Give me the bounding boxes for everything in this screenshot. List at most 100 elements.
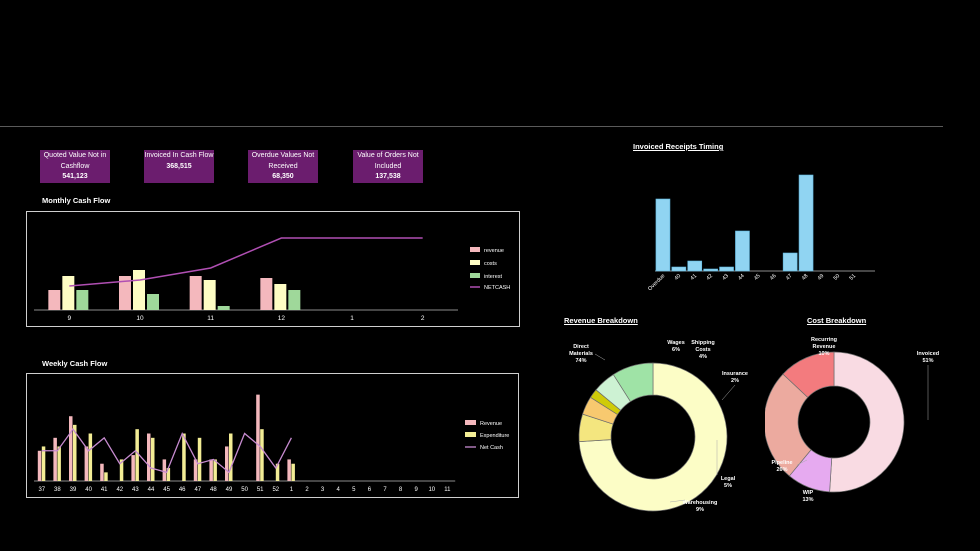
slice-wip (782, 351, 835, 398)
bar-revenue (193, 459, 198, 481)
slice-label: Revenue (813, 344, 836, 350)
slice-value-label: 6% (672, 347, 680, 353)
leader-line (796, 459, 808, 466)
slice-label: Recurring (811, 337, 837, 343)
bar-revenue (119, 276, 131, 310)
bar-expenditure (88, 433, 93, 481)
bar-revenue (162, 459, 167, 481)
kpi-label: Invoiced In Cash Flow (144, 152, 214, 159)
line-netcash (69, 237, 423, 287)
cost-chart-title: Cost Breakdown (807, 316, 867, 325)
x-tick-label: 49 (226, 487, 233, 493)
x-tick-label: 6 (368, 487, 372, 493)
bar-expenditure (260, 429, 264, 481)
slice-value-label: 9% (696, 507, 704, 513)
slice-value-label: 13% (802, 497, 813, 503)
slice-label: Warehousing (683, 500, 718, 506)
x-tick-label: 1 (290, 487, 294, 493)
legend-swatch (470, 260, 480, 265)
legend-label: NETCASH (484, 285, 510, 291)
bar-expenditure (166, 468, 171, 481)
legend-label: Revenue (480, 421, 502, 427)
kpi-label: Value of Orders Not Included (357, 152, 419, 170)
x-tick-label: 51 (257, 487, 264, 493)
bar-receipts (798, 174, 814, 272)
bar-revenue (256, 394, 260, 481)
x-tick-label: 48 (801, 273, 810, 282)
x-tick-label: 37 (38, 487, 45, 493)
bar-revenue (131, 455, 135, 481)
x-tick-label: 43 (721, 273, 730, 282)
weekly-cash-flow-chart: 37 38 39 40 41 42 43 44 45 46 47 48 49 50 51 52 1 2 3 4 5 6 7 8… (26, 373, 519, 498)
bar-revenue (209, 459, 213, 481)
bar-expenditure (135, 429, 139, 481)
kpi-value: 137,538 (375, 173, 401, 180)
slice-value-label: 26% (776, 467, 787, 473)
x-tick-label: 10 (136, 315, 144, 322)
bar-revenue (53, 437, 57, 481)
bar-costs (133, 270, 145, 310)
x-tick-label: 45 (753, 273, 762, 282)
legend-label: Expenditure (480, 433, 509, 439)
bar-expenditure (197, 437, 202, 481)
slice-label: WIP (803, 490, 814, 496)
slice-invoiced (829, 351, 905, 493)
x-tick-label: 8 (399, 487, 403, 493)
slice-value-label: 51% (922, 358, 933, 364)
bar-receipts (655, 198, 671, 272)
timing-chart-title: Invoiced Receipts Timing (633, 142, 724, 151)
slice-label: Costs (695, 347, 710, 353)
x-tick-label: 46 (769, 273, 778, 282)
bar-revenue (260, 278, 273, 310)
x-tick-label: 3 (321, 487, 325, 493)
x-tick-label: 5 (352, 487, 356, 493)
legend-swatch (465, 432, 476, 437)
kpi-card-quoted: Quoted Value Not in Cashflow 541,123 (40, 150, 110, 183)
leader-line (594, 353, 606, 361)
slice-label: Direct (573, 344, 589, 350)
x-tick-label: 49 (817, 273, 826, 282)
bar-revenue (84, 446, 89, 481)
x-tick-label: 51 (849, 273, 858, 282)
x-tick-label: 41 (690, 273, 699, 282)
bar-expenditure (182, 433, 186, 481)
x-tick-label: 43 (132, 487, 139, 493)
invoiced-receipts-timing-chart: Overdue 40 41 42 43 44 45 46 47 48 49 50 51 (647, 174, 875, 292)
x-tick-label: 45 (163, 487, 170, 493)
bar-expenditure (229, 433, 233, 481)
x-tick-label: 46 (179, 487, 186, 493)
bar-revenue (48, 290, 61, 310)
x-tick-label: 11 (207, 315, 214, 322)
x-tick-label: 1 (350, 315, 354, 322)
bar-revenue (100, 463, 104, 481)
kpi-card-invoiced: Invoiced In Cash Flow 368,515 (144, 150, 214, 183)
x-tick-label: 47 (194, 487, 201, 493)
x-tick-label: 50 (241, 487, 248, 493)
legend-swatch (465, 420, 476, 425)
leader-line (669, 499, 686, 503)
legend-label: costs (484, 261, 497, 267)
slice-value-label: 10% (818, 351, 829, 357)
x-tick-label: 38 (54, 487, 61, 493)
x-tick-label: 41 (101, 487, 108, 493)
bar-receipts (671, 266, 687, 272)
bar-receipts (719, 266, 734, 272)
revenue-chart-title: Revenue Breakdown (564, 316, 638, 325)
slice-label: Materials (569, 351, 593, 357)
legend-label: revenue (484, 248, 504, 254)
x-tick-label: 2 (305, 487, 309, 493)
slice-label: Shipping (691, 340, 715, 346)
bar-expenditure (73, 424, 77, 481)
kpi-value: 541,123 (62, 173, 88, 180)
bar-expenditure (57, 446, 61, 481)
x-tick-label: 52 (272, 487, 279, 493)
x-tick-label: 39 (70, 487, 77, 493)
bar-revenue (147, 433, 151, 481)
bar-receipts (703, 268, 718, 272)
legend-label: interest (484, 274, 503, 280)
x-tick-label: 10 (428, 487, 435, 493)
bar-costs (203, 280, 216, 310)
kpi-card-orders: Value of Orders Not Included 137,538 (353, 150, 423, 183)
bar-expenditure (119, 459, 124, 481)
